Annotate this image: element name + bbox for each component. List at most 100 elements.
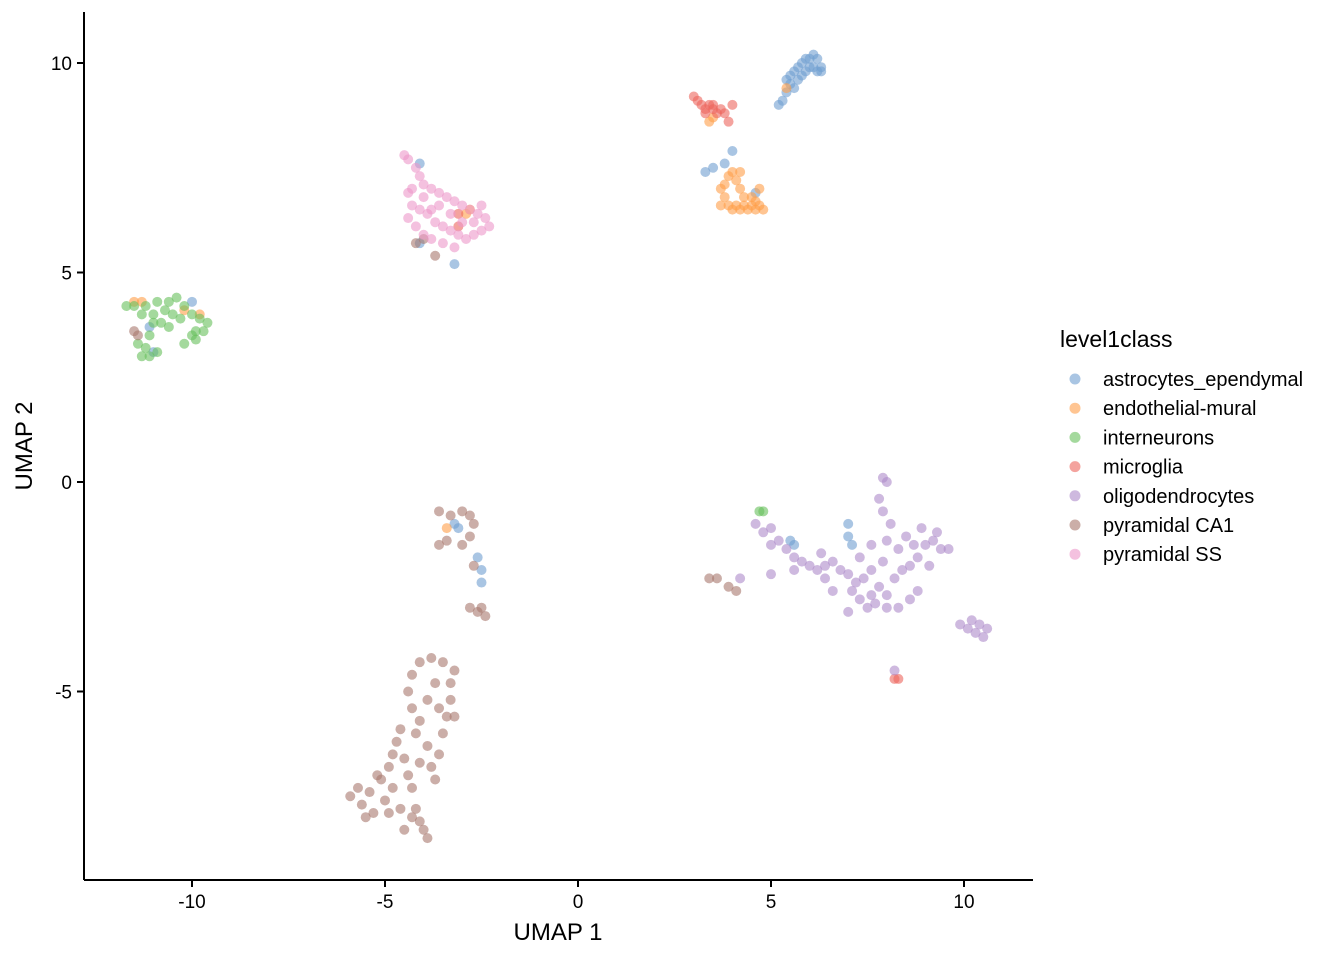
data-point [854,594,865,605]
data-point [484,221,495,232]
y-axis-label: UMAP 2 [11,402,38,491]
data-point [407,782,418,793]
data-point [881,602,892,613]
data-point [403,770,414,781]
data-point [820,573,831,584]
data-point [190,326,201,337]
legend-item: astrocytes_ependymal [1069,369,1303,391]
data-point [480,213,491,224]
data-point [468,229,479,240]
x-tick-label: -5 [377,892,394,913]
data-point [140,301,151,312]
data-point [403,213,414,224]
data-point [746,192,757,203]
data-point [854,552,865,563]
data-point [410,238,421,249]
data-point [198,326,209,337]
data-point [136,351,147,362]
data-point [437,221,448,232]
data-point [159,305,170,316]
data-point [874,581,885,592]
data-point [789,83,800,94]
data-point [152,296,163,307]
legend-label: pyramidal CA1 [1103,515,1234,537]
legend-swatch [1069,431,1081,443]
data-point [843,531,854,542]
data-point [781,83,792,94]
data-point [931,527,942,538]
data-point [403,154,414,165]
data-point [202,317,213,328]
data-point [148,317,159,328]
data-point [480,611,491,622]
data-point [889,665,900,676]
data-point [738,192,749,203]
data-point [727,145,738,156]
data-point [804,62,815,73]
data-point [715,200,726,211]
data-point [167,309,178,320]
data-point [928,535,939,546]
data-point [843,518,854,529]
data-point [476,602,487,613]
data-point [843,569,854,580]
data-point [414,816,425,827]
data-point [889,573,900,584]
series-microglia [453,91,904,684]
data-point [812,564,823,575]
data-point [750,204,761,215]
legend-label: microglia [1103,457,1184,479]
data-point [866,590,877,601]
data-point [403,686,414,697]
x-axis-label: UMAP 1 [514,919,603,946]
data-point [410,728,421,739]
data-point [399,824,410,835]
legend-label: pyramidal SS [1103,544,1222,566]
data-point [719,158,730,169]
data-point [758,506,769,517]
y-axis-ticks: -5 0 5 10 [51,54,84,704]
data-point [877,556,888,567]
x-tick-label: 5 [766,892,777,913]
data-point [364,787,375,798]
data-point [885,518,896,529]
data-point [395,803,406,814]
data-point [418,229,429,240]
data-point [974,619,985,630]
legend-label: oligodendrocytes [1103,486,1254,508]
data-point [418,824,429,835]
x-tick-label: 0 [573,892,584,913]
data-point [982,623,993,634]
legend-swatch [1069,373,1081,385]
data-point [175,313,186,324]
legend-label: astrocytes_ependymal [1103,369,1303,391]
points-layer [121,49,993,844]
data-point [410,221,421,232]
data-point [904,594,915,605]
data-point [187,309,197,320]
data-point [700,108,711,119]
data-point [476,564,487,575]
data-point [970,627,981,638]
data-point [781,544,792,555]
data-point [789,564,800,575]
data-point [758,204,769,215]
data-point [468,518,479,529]
data-point [407,669,418,680]
data-point [372,770,383,781]
data-point [441,711,452,722]
data-point [461,233,472,244]
data-point [422,694,433,705]
data-point [383,808,394,819]
data-point [418,179,429,190]
data-point [345,791,356,802]
data-point [434,506,445,517]
legend-item: microglia [1069,457,1184,479]
data-point [966,615,977,626]
data-point [391,736,402,747]
data-point [132,330,143,341]
data-point [426,652,437,663]
data-point [434,539,445,550]
data-point [916,523,927,534]
